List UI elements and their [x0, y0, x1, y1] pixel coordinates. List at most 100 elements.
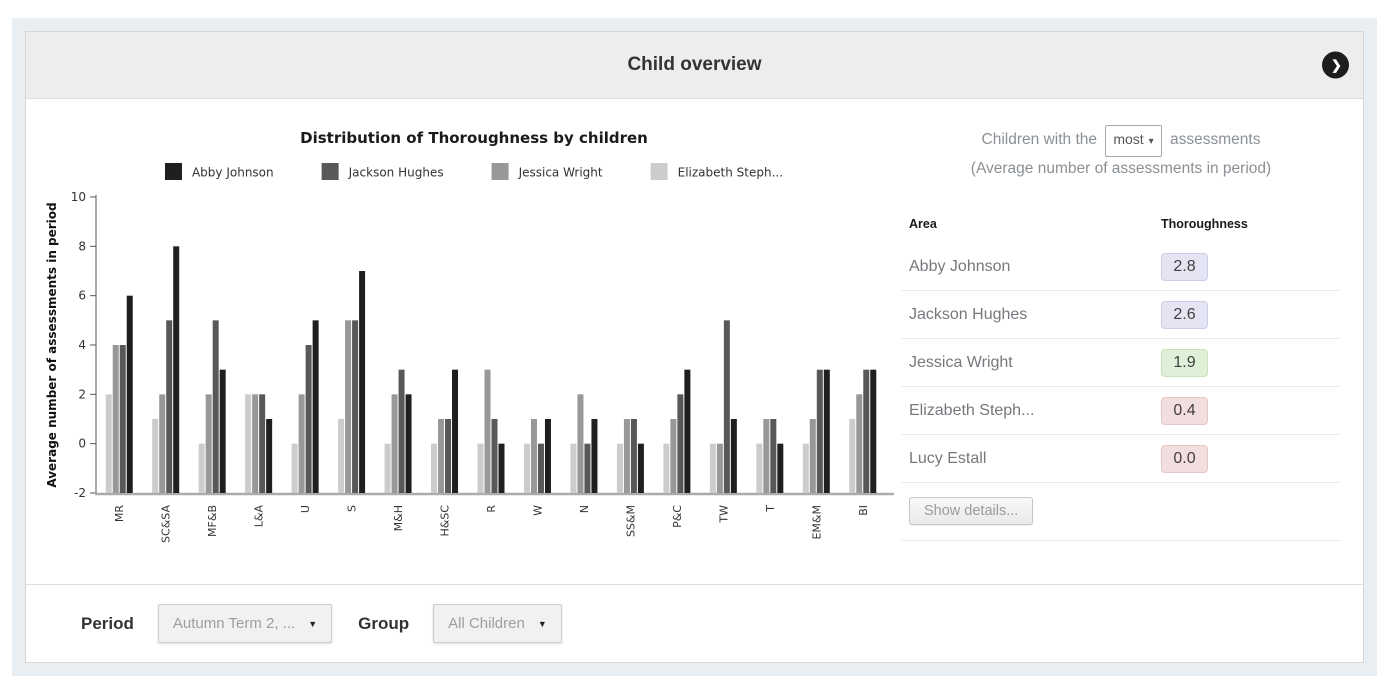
x-tick-label: EM&M [810, 505, 823, 540]
bar [119, 345, 126, 493]
x-tick-label: W [531, 505, 544, 516]
legend-swatch [491, 163, 509, 180]
bar [438, 419, 445, 493]
bar [245, 394, 252, 493]
bar [770, 419, 777, 493]
legend-label: Jessica Wright [518, 166, 603, 180]
bar [126, 295, 133, 493]
side-panel: Children with the most ▾ assessments (Ave… [901, 125, 1341, 541]
y-tick-label: 10 [71, 190, 86, 204]
period-dropdown[interactable]: Autumn Term 2, ... ▼ [157, 604, 333, 643]
bar [477, 443, 484, 493]
y-tick-label: 2 [78, 387, 86, 401]
bar [405, 394, 412, 493]
panel-title: Children with the most ▾ assessments [901, 125, 1341, 157]
bar [173, 246, 180, 493]
bar [291, 443, 298, 493]
table-row: Lucy Estall 0.0 [901, 435, 1341, 483]
thoroughness-badge: 1.9 [1161, 348, 1208, 377]
bar [445, 419, 452, 493]
thoroughness-bar-chart: Distribution of Thoroughness by children… [26, 99, 906, 579]
bar [677, 394, 684, 493]
child-name: Abby Johnson [909, 257, 1011, 275]
child-name: Jessica Wright [909, 353, 1013, 371]
y-tick-label: 6 [78, 289, 86, 303]
bar [756, 443, 763, 493]
x-tick-label: R [485, 505, 498, 513]
bar [623, 419, 630, 493]
bar [616, 443, 623, 493]
thoroughness-badge: 0.0 [1161, 444, 1208, 473]
thoroughness-badge: 2.6 [1161, 300, 1208, 329]
thoroughness-badge: 2.8 [1161, 252, 1208, 281]
legend-label: Jackson Hughes [348, 166, 444, 180]
bar [730, 419, 737, 493]
bar [452, 369, 459, 493]
bar [398, 369, 405, 493]
child-overview-card: Child overview ❯ Distribution of Thoroug… [25, 31, 1364, 663]
y-tick-label: -2 [74, 486, 86, 500]
thoroughness-badge: 0.4 [1161, 396, 1208, 425]
most-least-select[interactable]: most ▾ [1105, 125, 1162, 157]
card-body: Distribution of Thoroughness by children… [26, 99, 1363, 585]
table-row: Jessica Wright 1.9 [901, 339, 1341, 387]
x-tick-label: P&C [671, 505, 684, 528]
select-value: most [1113, 131, 1144, 147]
period-value: Autumn Term 2, ... [172, 615, 296, 632]
x-tick-label: U [299, 505, 312, 513]
legend-label: Elizabeth Steph... [678, 166, 783, 180]
bar [345, 320, 352, 493]
x-tick-label: N [578, 505, 591, 513]
bar [537, 443, 544, 493]
bar [530, 419, 537, 493]
caret-down-icon: ▼ [537, 618, 547, 629]
bar [802, 443, 809, 493]
table-rows: Abby Johnson 2.8 Jackson Hughes 2.6 Jessica … [901, 243, 1341, 483]
bar [105, 394, 112, 493]
bar [544, 419, 551, 493]
child-name: Jackson Hughes [909, 305, 1028, 323]
bar [630, 419, 637, 493]
show-details-button[interactable]: Show details... [909, 497, 1034, 525]
bar [259, 394, 266, 493]
panel-title-suffix: assessments [1170, 131, 1261, 148]
y-tick-label: 0 [78, 437, 86, 451]
bar [491, 419, 498, 493]
x-tick-label: TW [717, 505, 730, 524]
bar [856, 394, 863, 493]
bar [523, 443, 530, 493]
bar [266, 419, 273, 493]
panel-frame: Child overview ❯ Distribution of Thoroug… [12, 18, 1377, 676]
page-title: Child overview [627, 54, 762, 75]
legend-swatch [650, 163, 668, 180]
thoroughness-table: Area Thoroughness Abby Johnson 2.8 Jackson… [901, 203, 1341, 541]
x-tick-label: H&SC [439, 505, 452, 537]
bar [823, 369, 830, 493]
filter-bar: Period Autumn Term 2, ... ▼ Group All Ch… [26, 584, 1363, 662]
bar-chart-svg: Distribution of Thoroughness by children… [45, 129, 894, 543]
x-tick-label: SS&M [624, 505, 637, 537]
x-tick-label: S [346, 505, 359, 512]
bar [305, 345, 312, 493]
bar [484, 369, 491, 493]
bar [663, 443, 670, 493]
table-row: Elizabeth Steph... 0.4 [901, 387, 1341, 435]
group-label: Group [358, 613, 410, 633]
y-axis-title: Average number of assessments in period [45, 202, 59, 487]
bar [849, 419, 856, 493]
bar [112, 345, 119, 493]
legend-label: Abby Johnson [192, 166, 274, 180]
bar [637, 443, 644, 493]
chevron-right-icon: ❯ [1331, 57, 1342, 73]
group-dropdown[interactable]: All Children ▼ [433, 604, 562, 643]
x-tick-label: T [764, 505, 777, 513]
next-panel-button[interactable]: ❯ [1322, 51, 1349, 79]
bar [212, 320, 219, 493]
bar [709, 443, 716, 493]
table-row: Abby Johnson 2.8 [901, 243, 1341, 291]
card-header: Child overview ❯ [26, 32, 1363, 99]
table-row: Jackson Hughes 2.6 [901, 291, 1341, 339]
chart-title: Distribution of Thoroughness by children [300, 129, 648, 147]
x-tick-label: MF&B [206, 505, 219, 537]
